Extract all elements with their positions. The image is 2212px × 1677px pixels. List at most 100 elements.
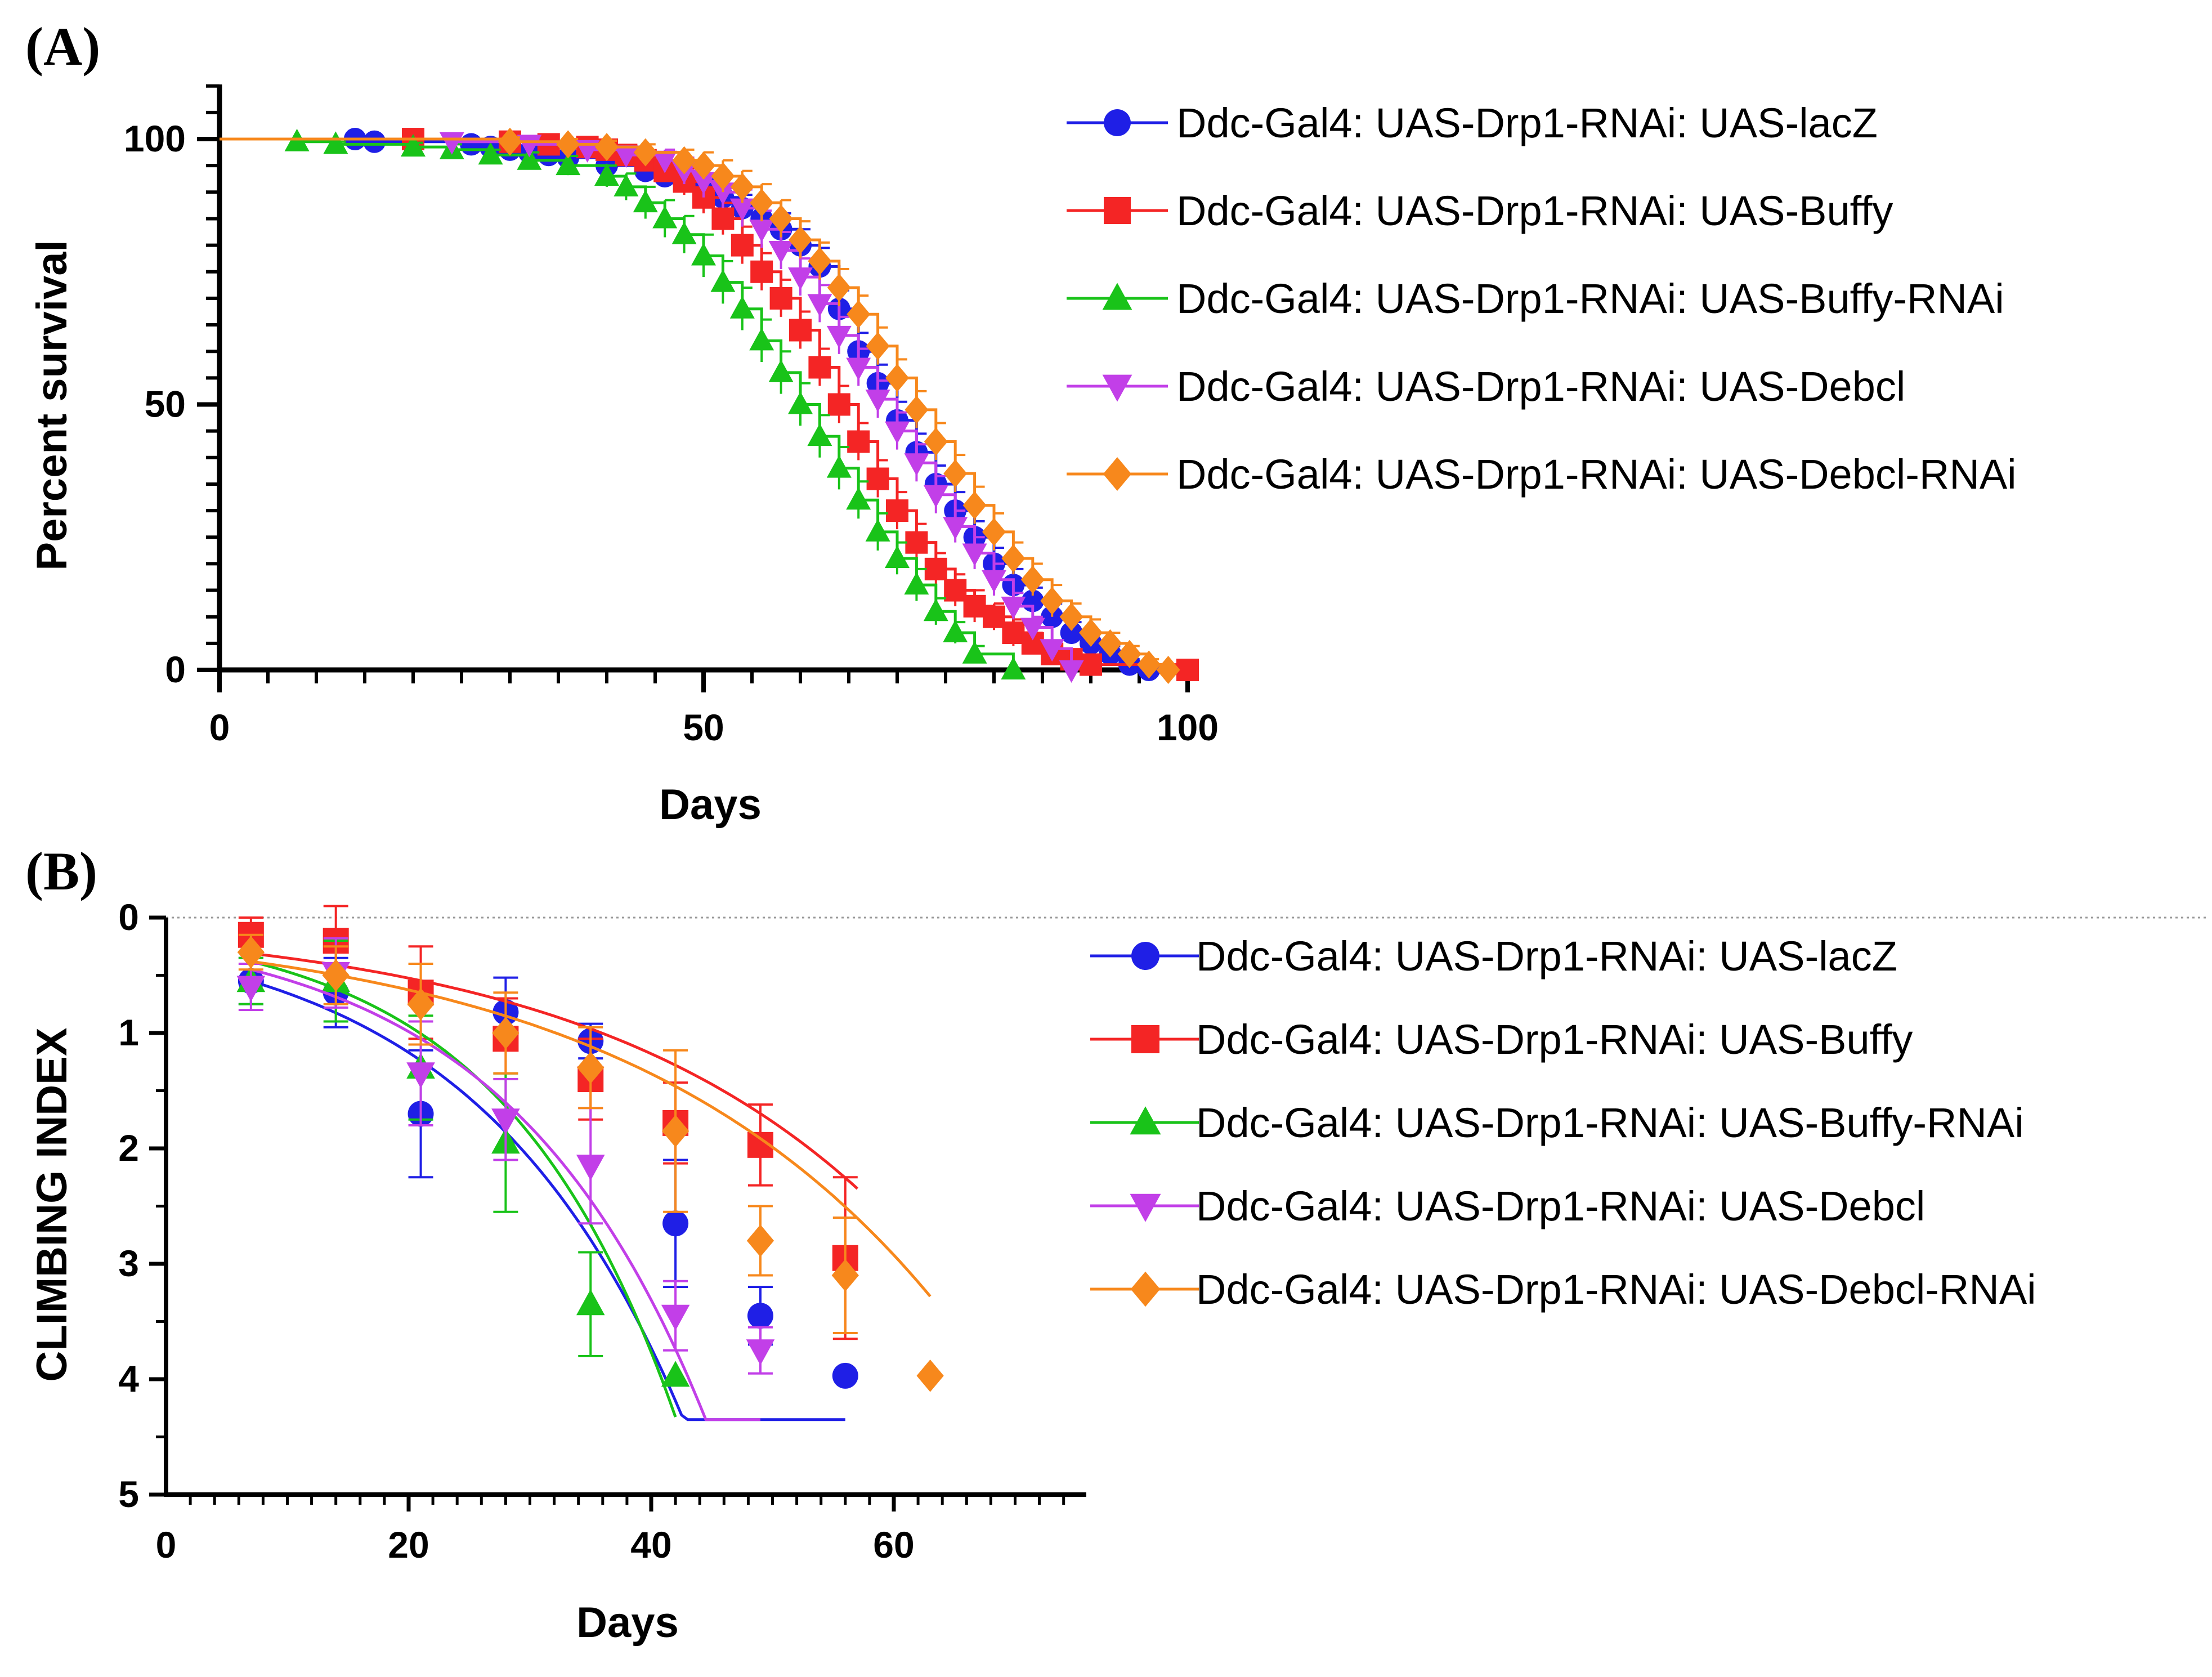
panel-b-data-point bbox=[661, 1115, 689, 1147]
panel-a-data-point bbox=[1060, 621, 1083, 644]
panel-a-data-point bbox=[749, 220, 774, 243]
panel-b-data-point bbox=[236, 976, 266, 1002]
panel-a-legend-marker bbox=[1104, 109, 1131, 136]
panel-a-data-point bbox=[633, 138, 657, 167]
panel-a-data-point bbox=[1020, 618, 1045, 641]
panel-b-legend-label: Ddc-Gal4: UAS-Drp1-RNAi: UAS-Debcl-RNAi bbox=[1196, 1266, 2036, 1313]
panel-a-data-point bbox=[363, 130, 386, 153]
panel-b-y-axis-title: CLIMBING INDEX bbox=[28, 1027, 76, 1381]
panel-a-data-point bbox=[943, 459, 968, 488]
panel-a-data-point bbox=[944, 579, 967, 602]
panel-a-data-point bbox=[807, 294, 832, 317]
panel-a-series bbox=[220, 128, 1026, 679]
panel-b-x-tick-label: 0 bbox=[156, 1524, 177, 1566]
panel-a-data-point bbox=[1020, 565, 1045, 594]
panel-a-data-point bbox=[731, 234, 754, 257]
panel-a-data-point bbox=[1156, 656, 1180, 684]
panel-a-data-point bbox=[866, 467, 889, 490]
panel-a-data-point bbox=[789, 319, 812, 342]
panel-b-data-point bbox=[747, 1303, 773, 1329]
panel-b-data-point bbox=[832, 1362, 858, 1389]
panel-a-data-point bbox=[671, 221, 697, 244]
panel-b-data-point bbox=[491, 1108, 520, 1135]
panel-a-x-tick-label: 50 bbox=[683, 706, 724, 748]
panel-a-data-point bbox=[885, 421, 910, 444]
panel-a-data-point bbox=[710, 182, 736, 205]
panel-b-legend-marker bbox=[1130, 1271, 1161, 1307]
panel-a-data-point bbox=[943, 517, 968, 540]
panel-b-data-point bbox=[662, 1210, 689, 1237]
panel-a-data-point bbox=[652, 150, 678, 173]
panel-a-data-point bbox=[1098, 629, 1122, 658]
panel-a-data-point bbox=[729, 296, 755, 319]
panel-b-data-point bbox=[577, 1051, 605, 1084]
panel-b-data-point bbox=[746, 1339, 775, 1366]
panel-a-data-point bbox=[1001, 544, 1026, 573]
panel-a-y-axis-title: Percent survival bbox=[28, 240, 76, 570]
panel-a-data-point bbox=[865, 518, 890, 542]
panel-a-data-point bbox=[865, 390, 890, 413]
panel-a-data-point bbox=[827, 393, 850, 416]
panel-a-data-point bbox=[478, 142, 503, 165]
panel-b-legend-entry: Ddc-Gal4: UAS-Drp1-RNAi: UAS-Debcl-RNAi bbox=[1090, 1266, 2036, 1313]
panel-a-y-tick-label: 0 bbox=[165, 649, 186, 690]
panel-a-data-point bbox=[905, 531, 928, 554]
panel-a-data-point bbox=[1040, 639, 1065, 662]
panel-a-data-point bbox=[614, 173, 639, 196]
panel-b-series bbox=[236, 940, 690, 1417]
panel-b-data-point bbox=[576, 1155, 605, 1181]
panel-b-y-tick-label: 5 bbox=[118, 1473, 139, 1515]
panel-a-legend-label: Ddc-Gal4: UAS-Drp1-RNAi: UAS-Buffy-RNAi bbox=[1176, 275, 2004, 322]
panel-a-data-point bbox=[692, 151, 715, 180]
panel-a-data-point bbox=[789, 226, 812, 254]
panel-a-data-point bbox=[1040, 587, 1064, 615]
panel-a-data-point bbox=[710, 269, 736, 292]
panel-a-legend-entry: Ddc-Gal4: UAS-Drp1-RNAi: UAS-Buffy-RNAi bbox=[1067, 275, 2004, 322]
panel-b-y-tick-label: 3 bbox=[118, 1242, 139, 1284]
panel-a-legend-entry: Ddc-Gal4: UAS-Drp1-RNAi: UAS-Buffy bbox=[1067, 187, 1893, 234]
panel-a-x-axis-title: Days bbox=[659, 781, 762, 829]
panel-a-data-point bbox=[1001, 596, 1026, 619]
panel-b-y-tick-label: 4 bbox=[118, 1358, 139, 1399]
panel-a-data-point bbox=[691, 243, 716, 266]
panel-a-data-point bbox=[808, 247, 832, 275]
panel-a-data-point bbox=[866, 332, 890, 360]
panel-a-data-point bbox=[904, 453, 929, 476]
panel-b-y-tick-label: 2 bbox=[118, 1127, 139, 1169]
panel-b-data-point bbox=[746, 1224, 774, 1257]
panel-b-fit-curve bbox=[250, 952, 859, 1190]
panel-a-label: (A) bbox=[25, 16, 100, 77]
panel-a-legend-marker bbox=[1102, 374, 1132, 402]
panel-a-data-point bbox=[729, 198, 755, 221]
panel-a-legend-entry: Ddc-Gal4: UAS-Drp1-RNAi: UAS-lacZ bbox=[1067, 100, 1878, 146]
panel-a-legend-label: Ddc-Gal4: UAS-Drp1-RNAi: UAS-Debcl-RNAi bbox=[1176, 451, 2017, 498]
panel-a-data-point bbox=[460, 133, 483, 156]
panel-b-data-point bbox=[407, 988, 435, 1021]
panel-a-legend-marker bbox=[1103, 457, 1132, 491]
panel-a-legend-entry: Ddc-Gal4: UAS-Drp1-RNAi: UAS-Debcl bbox=[1067, 363, 1905, 410]
panel-a-data-point bbox=[847, 430, 870, 453]
panel-a-data-point bbox=[401, 134, 426, 157]
panel-a-data-point bbox=[1079, 618, 1103, 647]
panel-a-data-point bbox=[982, 517, 1006, 546]
panel-a-data-point bbox=[983, 605, 1005, 628]
panel-b-data-point bbox=[237, 936, 265, 969]
panel-a-data-point bbox=[594, 163, 619, 186]
panel-a-legend-label: Ddc-Gal4: UAS-Drp1-RNAi: UAS-Debcl bbox=[1176, 363, 1905, 410]
panel-a-data-point bbox=[556, 153, 581, 176]
panel-a-data-point bbox=[323, 131, 348, 154]
panel-a-data-point bbox=[1117, 640, 1141, 668]
panel-b-x-tick-label: 40 bbox=[630, 1524, 671, 1566]
panel-b-legend-entry: Ddc-Gal4: UAS-Drp1-RNAi: UAS-Buffy bbox=[1090, 1016, 1913, 1063]
panel-b-data-point bbox=[576, 1289, 605, 1316]
panel-a-data-point bbox=[768, 359, 794, 382]
panel-b-legend-marker bbox=[1130, 1106, 1161, 1135]
panel-b-legend-entry: Ddc-Gal4: UAS-Drp1-RNAi: UAS-Buffy-RNAi bbox=[1090, 1099, 2024, 1146]
panel-a-data-point bbox=[1176, 659, 1199, 681]
panel-a-data-point bbox=[768, 241, 794, 264]
panel-a-data-point bbox=[924, 427, 948, 456]
panel-a-data-point bbox=[924, 557, 947, 580]
